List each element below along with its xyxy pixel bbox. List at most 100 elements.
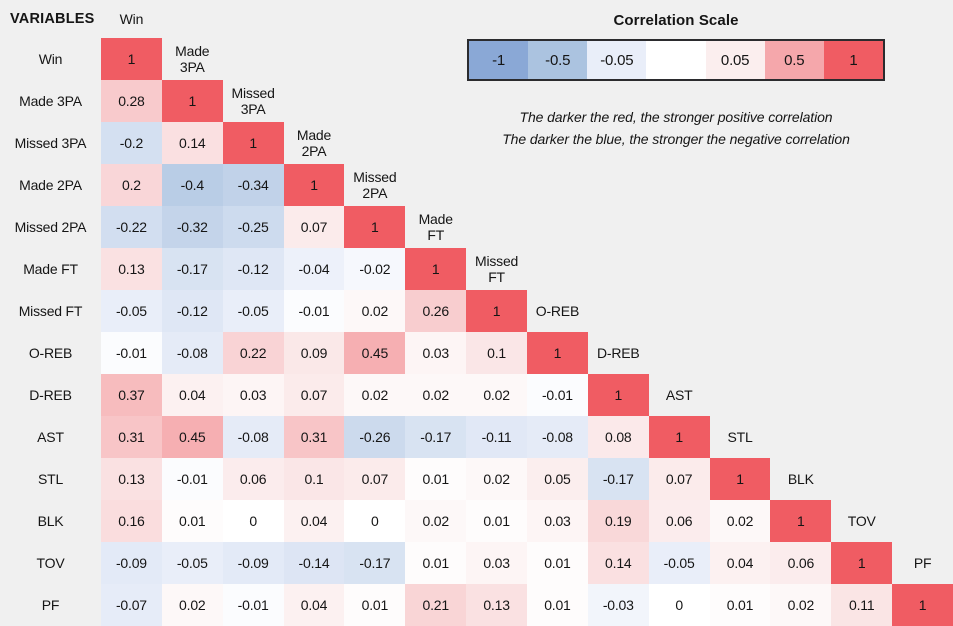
matrix-cell: 0.22 [222, 332, 284, 374]
diagonal-variable-label: AST [665, 386, 693, 403]
empty-cell [344, 122, 405, 164]
empty-cell [831, 416, 892, 458]
matrix-cell: -0.02 [344, 248, 406, 290]
empty-cell [405, 0, 466, 38]
empty-cell [892, 206, 953, 248]
matrix-cell: -0.32 [161, 206, 223, 248]
matrix-cell: 0.45 [344, 332, 406, 374]
matrix-cell: 0.06 [222, 458, 284, 500]
empty-cell [892, 374, 953, 416]
diagonal-variable-label: Made FT [418, 210, 453, 243]
empty-cell [284, 38, 345, 80]
empty-cell [710, 248, 771, 290]
correlation-scale-panel: Correlation Scale -1 -0.5 -0.05 0.05 0.5 1 Th… [467, 12, 885, 150]
empty-cell [649, 248, 710, 290]
empty-cell [466, 164, 527, 206]
matrix-cell: 0.07 [648, 458, 710, 500]
matrix-cell: 0.02 [405, 374, 467, 416]
empty-cell [831, 458, 892, 500]
matrix-cell: 0.16 [101, 500, 162, 542]
matrix-cell: 0.02 [709, 500, 771, 542]
matrix-cell: -0.2 [101, 122, 162, 164]
diagonal-variable-label: Missed 2PA [353, 168, 397, 201]
matrix-cell: 0.03 [466, 542, 527, 584]
matrix-cell: 0.03 [222, 374, 284, 416]
column-header: Win [119, 10, 144, 27]
matrix-cell: 0.13 [466, 584, 527, 626]
matrix-cell: 0.19 [587, 500, 649, 542]
diagonal-variable-label: TOV [847, 512, 876, 529]
matrix-cell: -0.07 [101, 584, 162, 626]
matrix-cell: 0.06 [770, 542, 832, 584]
matrix-cell: -0.12 [161, 290, 223, 332]
legend-segment: -0.5 [528, 41, 588, 79]
matrix-cell: 0.07 [344, 458, 406, 500]
matrix-cell: -0.01 [222, 584, 284, 626]
matrix-cell: -0.26 [344, 416, 406, 458]
row-label: Missed FT [18, 302, 83, 319]
matrix-cell: -0.09 [101, 542, 162, 584]
empty-cell [831, 374, 892, 416]
empty-cell [588, 248, 649, 290]
row-label: Made 2PA [19, 176, 82, 193]
row-label: Missed 3PA [14, 134, 87, 151]
matrix-cell: 1 [283, 164, 345, 206]
empty-cell [892, 332, 953, 374]
diagonal-variable-label: Missed 3PA [231, 84, 275, 117]
matrix-cell: 0.11 [831, 584, 893, 626]
matrix-cell: 0.26 [405, 290, 467, 332]
matrix-cell: 0.04 [161, 374, 223, 416]
matrix-cell: 0.03 [527, 500, 588, 542]
matrix-cell: 0.03 [405, 332, 467, 374]
matrix-cell: 0.01 [527, 542, 588, 584]
matrix-cell: 1 [405, 248, 467, 290]
row-label: Missed 2PA [14, 218, 87, 235]
matrix-cell: -0.04 [283, 248, 345, 290]
empty-cell [649, 290, 710, 332]
empty-cell [831, 248, 892, 290]
empty-cell [710, 164, 771, 206]
legend-segment: 0.05 [705, 41, 765, 79]
matrix-cell: -0.05 [222, 290, 284, 332]
matrix-cell: 0.31 [101, 416, 162, 458]
row-label: D-REB [29, 386, 72, 403]
matrix-cell: -0.08 [161, 332, 223, 374]
matrix-cell: -0.01 [161, 458, 223, 500]
empty-cell [405, 38, 466, 80]
empty-cell [770, 332, 831, 374]
matrix-cell: -0.12 [222, 248, 284, 290]
empty-cell [223, 38, 284, 80]
diagonal-variable-label: STL [727, 428, 753, 445]
empty-cell [892, 290, 953, 332]
legend-title: Correlation Scale [613, 12, 739, 29]
diagonal-variable-label: O-REB [535, 302, 580, 319]
matrix-cell: 0.02 [466, 458, 527, 500]
matrix-cell: -0.03 [587, 584, 649, 626]
empty-cell [649, 164, 710, 206]
empty-cell [831, 164, 892, 206]
empty-cell [770, 290, 831, 332]
matrix-cell: 0.09 [283, 332, 345, 374]
matrix-cell: -0.4 [161, 164, 223, 206]
matrix-cell: -0.17 [344, 542, 406, 584]
matrix-cell: 0.1 [466, 332, 527, 374]
matrix-cell: 0.01 [466, 500, 527, 542]
matrix-cell: -0.22 [101, 206, 162, 248]
matrix-cell: 1 [892, 584, 953, 626]
matrix-cell: -0.17 [161, 248, 223, 290]
empty-cell [649, 332, 710, 374]
matrix-cell: 0.02 [405, 500, 467, 542]
matrix-cell: 0.08 [587, 416, 649, 458]
empty-cell [892, 38, 953, 80]
legend-segment: -1 [469, 41, 529, 79]
matrix-cell: 0.14 [587, 542, 649, 584]
matrix-cell: 0 [222, 500, 284, 542]
legend-note-blue: The darker the blue, the stronger the ne… [502, 130, 850, 147]
matrix-cell: -0.17 [587, 458, 649, 500]
matrix-cell: -0.09 [222, 542, 284, 584]
matrix-cell: 0 [344, 500, 406, 542]
legend-segment [646, 41, 706, 79]
empty-cell [892, 416, 953, 458]
empty-cell [284, 80, 345, 122]
